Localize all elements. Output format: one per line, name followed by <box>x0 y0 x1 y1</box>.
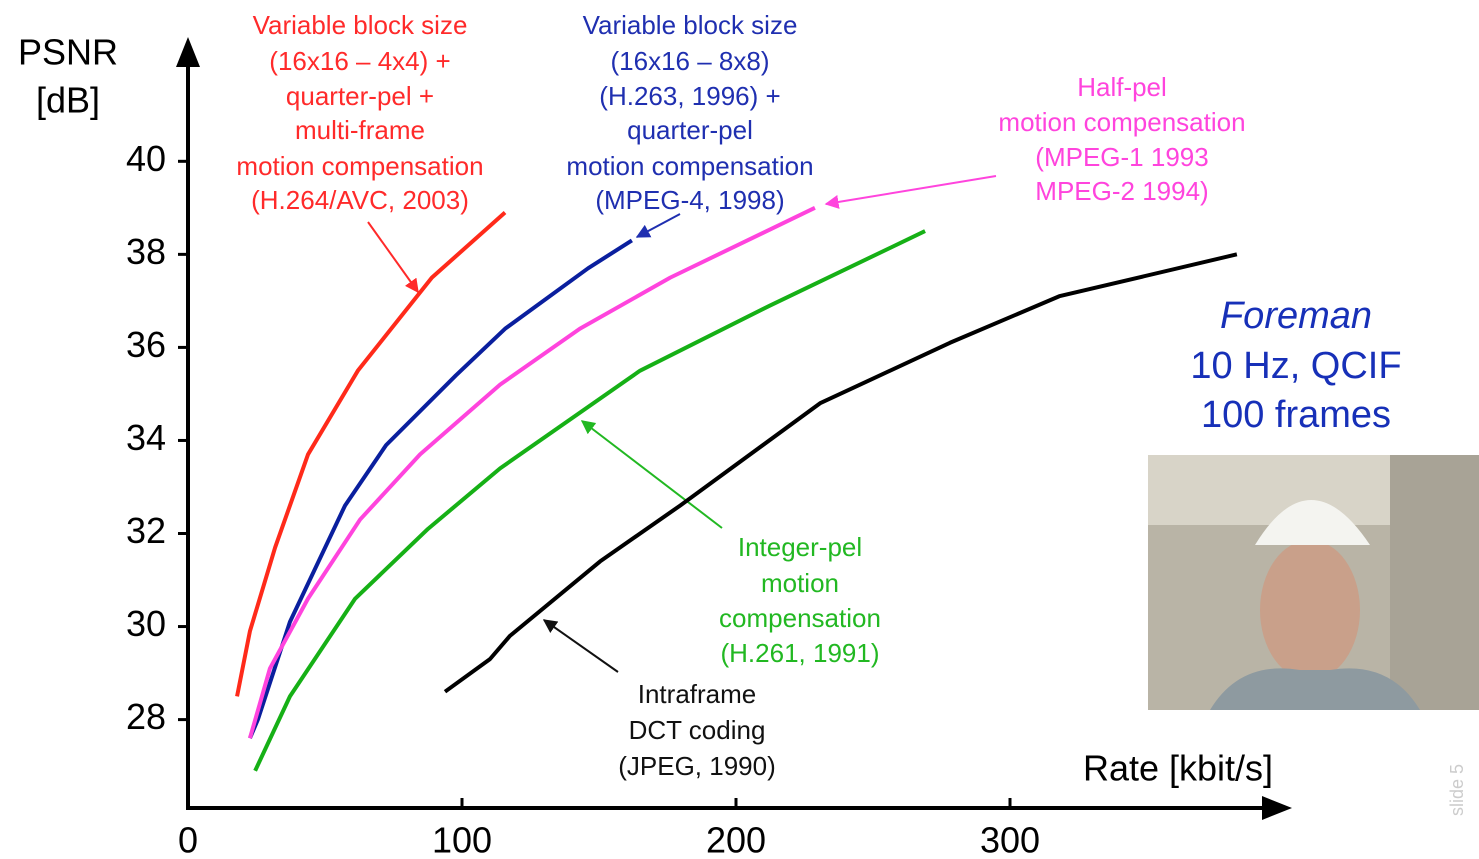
annotation-line: Integer-pel <box>738 532 862 562</box>
line-series <box>253 229 926 772</box>
slide-number: slide 5 <box>1447 764 1467 816</box>
x-tick-label: 100 <box>432 820 492 859</box>
annotation-line: Intraframe <box>638 679 757 709</box>
y-tick-label: 30 <box>126 603 166 644</box>
x-tick-label: 300 <box>980 820 1040 859</box>
info-text: 10 Hz, QCIF <box>1190 345 1401 387</box>
annotation-line: Variable block size <box>583 10 798 40</box>
annotation-blue: Variable block size (16x16 – 8x8) (H.263… <box>566 10 814 238</box>
annotation-arrow <box>580 420 723 529</box>
y-tick-label: 40 <box>126 138 166 179</box>
annotation-line: motion <box>761 568 839 598</box>
line-series <box>235 210 507 697</box>
y-tick-label: 34 <box>126 417 166 458</box>
y-tick-label: 36 <box>126 324 166 365</box>
y-axis-arrow <box>176 37 200 67</box>
line-series <box>248 238 633 739</box>
annotation-line: Half-pel <box>1077 72 1167 102</box>
annotation-line: (MPEG-4, 1998) <box>595 185 784 215</box>
y-tick-label: 32 <box>126 510 166 551</box>
annotation-arrow <box>824 175 997 209</box>
line-series <box>443 252 1238 694</box>
annotation-arrow <box>542 619 619 673</box>
x-axis-arrow <box>1262 796 1292 820</box>
annotation-line: multi-frame <box>295 115 425 145</box>
y-axis-label: [dB] <box>36 80 100 121</box>
annotation-arrow <box>635 213 681 238</box>
y-tick-label: 28 <box>126 696 166 737</box>
annotation-green: Integer-pel motion compensation (H.261, … <box>580 420 881 668</box>
annotation-line: (16x16 – 4x4) + <box>269 46 450 76</box>
annotation-line: DCT coding <box>629 715 766 745</box>
annotation-black: Intraframe DCT coding (JPEG, 1990) <box>542 619 776 781</box>
annotation-line: motion compensation <box>998 107 1245 137</box>
x-axis-label: Rate [kbit/s] <box>1083 748 1273 789</box>
annotation-line: MPEG-2 1994) <box>1035 176 1208 206</box>
info-text: Foreman <box>1220 295 1372 337</box>
annotation-line: motion compensation <box>236 151 483 181</box>
annotation-line: (JPEG, 1990) <box>618 751 776 781</box>
x-tick-label: 0 <box>178 820 198 859</box>
annotation-line: motion compensation <box>566 151 813 181</box>
annotation-line: (H.261, 1991) <box>721 638 880 668</box>
video-frame <box>1148 455 1479 710</box>
annotation-line: quarter-pel + <box>286 81 434 111</box>
line-series <box>248 206 816 739</box>
info-text: 100 frames <box>1201 394 1391 436</box>
annotation-line: compensation <box>719 603 881 633</box>
annotation-line: quarter-pel <box>627 115 753 145</box>
y-axis-label: PSNR <box>18 32 118 73</box>
annotation-line: (MPEG-1 1993 <box>1035 142 1208 172</box>
annotation-line: (H.263, 1996) + <box>599 81 780 111</box>
annotation-line: (H.264/AVC, 2003) <box>251 185 469 215</box>
annotation-line: (16x16 – 8x8) <box>611 46 770 76</box>
annotation-line: Variable block size <box>253 10 468 40</box>
y-tick-label: 38 <box>126 231 166 272</box>
annotation-pink: Half-pel motion compensation (MPEG-1 199… <box>824 72 1246 209</box>
annotation-red: Variable block size (16x16 – 4x4) + quar… <box>236 10 484 294</box>
x-tick-label: 200 <box>706 820 766 859</box>
annotation-arrow <box>367 221 419 294</box>
